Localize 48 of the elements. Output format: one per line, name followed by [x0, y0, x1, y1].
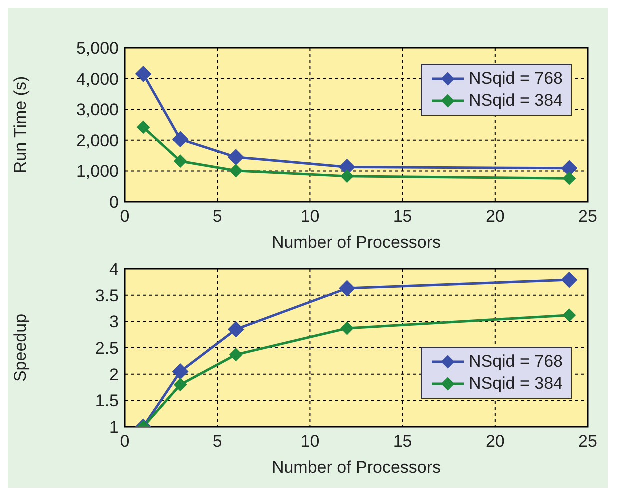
x-tick-label: 15: [393, 432, 412, 452]
y-tick-label: 3.5: [95, 286, 119, 306]
point: [230, 164, 243, 178]
point: [339, 280, 356, 296]
point: [562, 308, 576, 322]
y-tick-label: 4: [110, 260, 119, 280]
legend-label: NSqid = 768: [468, 68, 563, 90]
y-tick-label: 5,000: [76, 39, 119, 58]
x-tick-label: 20: [486, 432, 505, 452]
y-tick-label: 4,000: [76, 70, 119, 89]
legend-label: NSqid = 384: [468, 90, 563, 112]
y-tick-label: 1: [110, 418, 119, 438]
y-tick-label: 3,000: [76, 100, 119, 120]
point: [174, 154, 188, 168]
y-tick-label: 0: [110, 193, 119, 212]
legend-label: NSqid = 768: [468, 351, 563, 373]
y-axis-title: Run Time (s): [11, 76, 30, 174]
x-tick-label: 20: [486, 207, 505, 226]
point: [174, 378, 188, 392]
x-tick-label: 25: [578, 207, 598, 226]
x-axis-title: Number of Processors: [272, 458, 442, 477]
point: [561, 160, 578, 176]
point: [137, 120, 150, 134]
x-tick-label: 5: [212, 432, 222, 452]
x-tick-label: 10: [300, 432, 320, 452]
y-axis-title: Speedup: [11, 314, 30, 382]
point: [228, 149, 244, 166]
x-axis-title: Number of Processors: [272, 233, 442, 252]
y-tick-label: 1,000: [76, 162, 119, 182]
point: [340, 322, 354, 336]
x-tick-label: 15: [393, 207, 412, 226]
y-tick-label: 2,000: [76, 131, 119, 150]
y-tick-label: 2.5: [95, 339, 119, 358]
point: [136, 66, 152, 82]
point: [228, 322, 244, 338]
y-tick-label: 1.5: [95, 392, 119, 411]
point: [172, 364, 189, 380]
point: [172, 131, 189, 148]
legend-label: NSqid = 384: [468, 373, 563, 395]
y-tick-label: 2: [110, 365, 119, 384]
y-tick-label: 3: [110, 312, 119, 332]
point: [561, 272, 578, 288]
x-tick-label: 5: [212, 207, 222, 226]
x-tick-label: 10: [300, 207, 320, 226]
x-tick-label: 25: [578, 432, 598, 452]
point: [562, 172, 576, 186]
point: [340, 170, 354, 183]
point: [230, 348, 243, 362]
